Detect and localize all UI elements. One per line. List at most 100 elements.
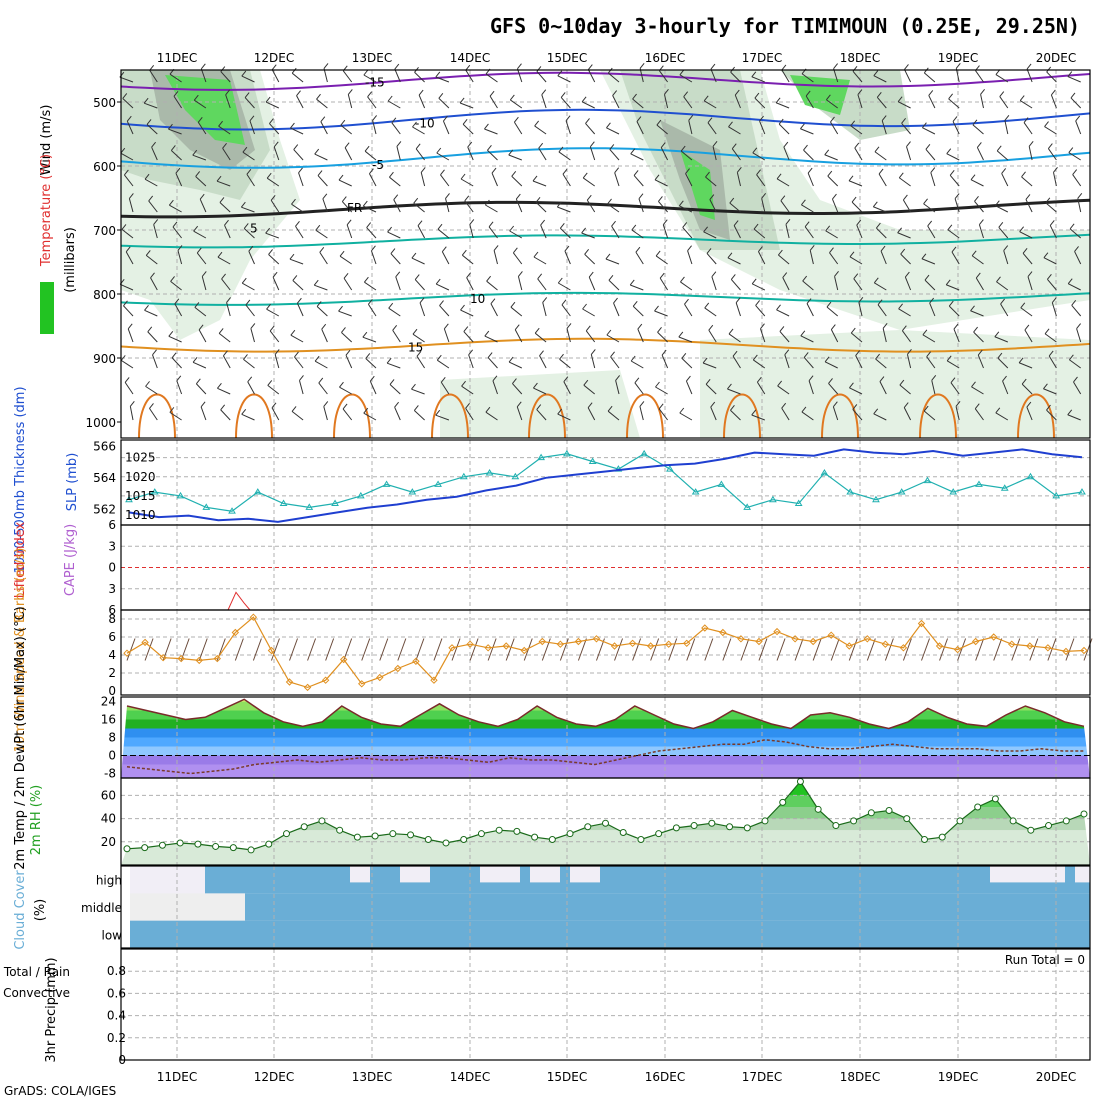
wind-barb [412,126,425,135]
wind-barb-flag [777,249,783,256]
slp-marker [202,503,211,510]
wind-barb [341,201,353,213]
wind10-marker [701,624,709,632]
wind-barb-flag [512,378,517,384]
wind-barb [439,305,450,317]
wind-barb [731,148,741,161]
wind-barb [783,146,790,161]
wind10-marker [213,654,221,663]
wind-barb [584,253,596,265]
wind-barb [343,277,353,291]
wind10-barb [830,638,840,661]
wind-barb-flag [633,170,639,176]
wind-barb-flag [606,329,612,336]
wind-barb-flag [195,171,201,177]
wind-barb [954,198,960,213]
wind-barb [660,147,669,161]
wind-barb [318,382,328,395]
wind-barb-flag [415,143,421,150]
wind-barb-flag [536,66,542,72]
rh-shade-11 [700,330,1090,438]
wind-barb-flag [198,324,204,331]
temp-band-3 [121,737,1090,747]
wind-barb-flag [291,406,297,412]
wind-barb-flag [1067,409,1073,416]
wind-barb-flag [711,271,717,277]
wind-barb [322,198,328,213]
surface-isotherm-loop-9 [1017,393,1055,439]
wind-barb [730,279,741,291]
wind-barb-flag [582,303,587,310]
wind-barb-flag [176,375,182,382]
wind-barb [1044,333,1057,343]
wind-barb-flag [168,330,174,337]
wind-barb [367,96,377,109]
rh-marker [726,823,734,831]
wind-barb [925,148,936,161]
wind10-marker [827,631,835,639]
wind-barb [851,201,863,213]
wind-barb [658,408,668,421]
rh-marker [548,835,556,843]
wind-barb-flag [241,70,247,77]
wind-barb-flag [661,349,667,356]
wind-barb [177,250,183,265]
wind-barb-flag [832,401,838,407]
wind-barb [849,256,863,265]
wind-barb-flag [272,271,278,278]
wind-barb [995,205,1009,213]
slp-marker [305,503,314,510]
wind-barb-flag [680,145,686,152]
wind-barb-flag [727,383,732,390]
wind-barb-flag [347,89,353,95]
isotherm-minus10 [120,108,1091,131]
wind-barb-flag [1067,278,1073,284]
wind10-marker [1062,647,1070,656]
wind-barb [678,336,693,343]
wind-barb-flag [469,219,475,225]
wind-barb-flag [1047,273,1052,280]
wind-barb [825,230,838,239]
wind-barb [516,406,523,421]
wind-barb [436,152,450,161]
wind10-marker [520,646,528,655]
wind-barb [533,387,547,395]
wind-barb [419,302,426,317]
wind10-marker [845,642,853,650]
wind-barb [386,362,401,369]
ylabel-temp: 2m Temp / 2m DewPt (6hr Min/Max) (°C) [13,606,28,869]
wind-barb [129,406,134,421]
wind-barb-flag [339,250,345,257]
wind-barb-flag [703,226,709,233]
wind10-barb [577,638,587,661]
wind-barb [755,305,766,317]
wind-barb-flag [534,327,540,334]
surface-isotherm-loop-3 [431,393,469,439]
wind-barb-flag [153,219,159,225]
wind-barb [1047,278,1057,291]
wind-barb-flag [514,324,520,330]
wind-barb-flag [177,245,183,251]
slp-marker [150,488,159,495]
wind-barb-flag [175,167,181,174]
wind-barb-flag [901,117,906,124]
wind-barb-flag [144,304,149,311]
wind-barb-flag [290,329,296,336]
wind-barb-flag [295,220,300,227]
wind-barb-flag [559,353,564,360]
wind-barb-flag [150,272,155,279]
wind-barb-flag [243,354,248,360]
wind-barb [585,330,596,343]
p8-frame [120,948,1091,1061]
wind-barb [217,256,231,265]
p7-frame [120,865,1091,949]
wind-barb-flag [418,89,424,96]
wind-barb [807,172,814,187]
wind10-marker [773,627,781,636]
wind-barb-flag [784,349,790,355]
wind-barb [778,123,790,135]
wind-barb-flag [922,329,928,336]
wind-barb-flag [197,116,203,123]
wind-barb [880,250,887,265]
wind-barb-flag [678,200,684,207]
